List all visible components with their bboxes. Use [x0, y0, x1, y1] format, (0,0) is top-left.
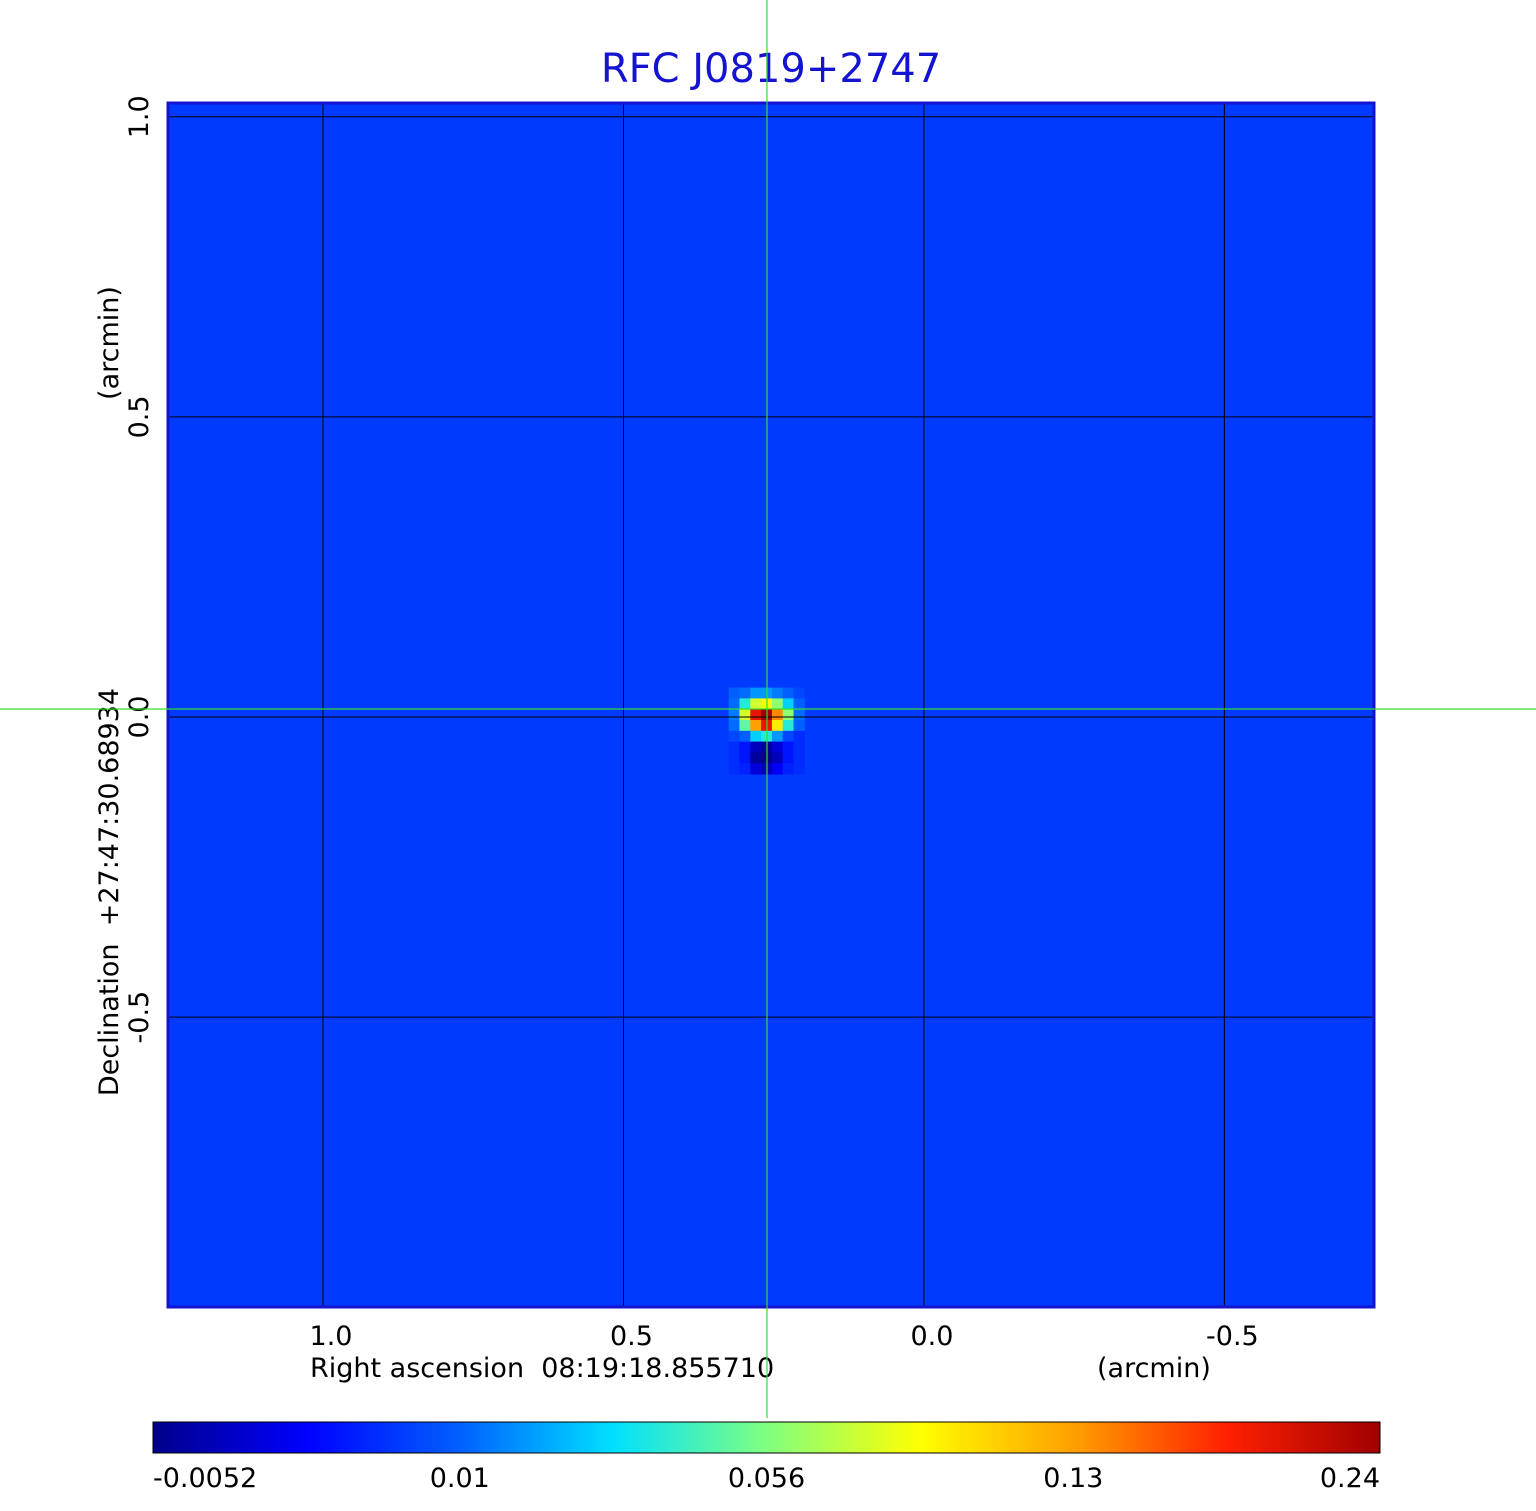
pixel	[728, 687, 740, 699]
pixel	[771, 698, 784, 710]
y-tick-label: -0.5	[124, 991, 155, 1044]
pixel	[782, 687, 795, 699]
pixel	[739, 741, 751, 753]
pixel	[750, 763, 762, 775]
pixel	[750, 752, 762, 764]
pixel	[793, 687, 805, 699]
colorbar-tick-label: 0.24	[1320, 1463, 1380, 1494]
pixel	[782, 741, 795, 753]
pixel	[793, 720, 805, 732]
pixel	[771, 741, 784, 753]
pixel	[728, 763, 740, 775]
axes: 1.0 0.5 0.0 -0.5 1.0 0.5 0.0 -0.5	[124, 95, 1376, 1352]
pixel	[793, 730, 805, 743]
y-tick-label: 1.0	[124, 95, 155, 138]
pixel	[793, 752, 805, 764]
pixel	[750, 687, 762, 699]
colorbar-tick-label: 0.13	[1043, 1463, 1103, 1494]
pixel	[782, 730, 795, 743]
colorbar-tick-label: 0.056	[728, 1463, 805, 1494]
pixel	[750, 720, 762, 732]
y-axis-unit: (arcmin)	[94, 286, 125, 400]
image	[168, 103, 1374, 1307]
x-axis-unit: (arcmin)	[1097, 1353, 1211, 1384]
pixel	[750, 709, 762, 721]
pixel	[739, 752, 751, 764]
pixel	[739, 687, 751, 699]
pixel	[750, 741, 762, 753]
pixel	[750, 730, 762, 743]
pixel	[728, 730, 740, 743]
pixel	[739, 730, 751, 743]
colorbar	[152, 1421, 1381, 1454]
pixel	[782, 709, 795, 721]
pixel	[739, 720, 751, 732]
pixel	[771, 730, 784, 743]
pixel	[739, 763, 751, 775]
x-tick-label: 0.0	[910, 1321, 953, 1352]
pixel	[771, 763, 784, 775]
pixel	[782, 763, 795, 775]
pixel	[739, 709, 751, 721]
pixel	[782, 698, 795, 710]
pixel	[739, 698, 751, 710]
pixel	[793, 698, 805, 710]
pixel	[771, 752, 784, 764]
pixel	[771, 687, 784, 699]
pixel	[771, 720, 784, 732]
pixel	[771, 709, 784, 721]
pixel	[793, 763, 805, 775]
x-tick-label: 0.5	[610, 1321, 653, 1352]
pixel	[728, 720, 740, 732]
x-tick-label: 1.0	[310, 1321, 353, 1352]
pixel	[728, 698, 740, 710]
y-axis-label: Declination +27:47:30.68934	[94, 688, 125, 1096]
x-axis-label: Right ascension 08:19:18.855710	[310, 1353, 774, 1384]
pixel	[728, 752, 740, 764]
pixel	[793, 709, 805, 721]
pixel	[782, 752, 795, 764]
pixel	[728, 709, 740, 721]
colorbar-tick-label: -0.0052	[153, 1463, 257, 1494]
chart-title: RFC J0819+2747	[601, 46, 941, 92]
pixel	[793, 741, 805, 753]
pixel	[750, 698, 762, 710]
y-tick-label: 0.0	[124, 696, 155, 739]
colorbar-tick-label: 0.01	[430, 1463, 490, 1494]
x-tick-label: -0.5	[1206, 1321, 1259, 1352]
y-tick-label: 0.5	[124, 395, 155, 438]
pixel	[782, 720, 795, 732]
frame	[166, 101, 1376, 1309]
pixel	[728, 741, 740, 753]
